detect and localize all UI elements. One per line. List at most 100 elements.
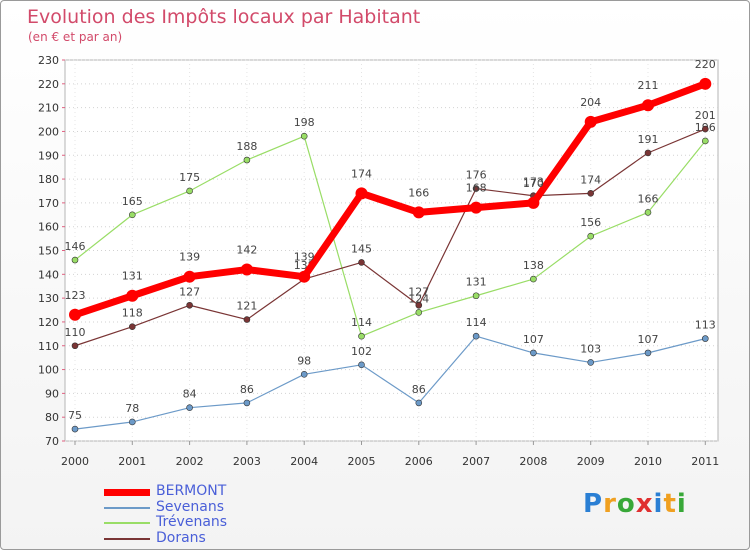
data-label: 188 — [236, 140, 257, 153]
data-point — [412, 206, 425, 219]
y-tick-label: 120 — [38, 316, 59, 329]
data-label: 138 — [523, 259, 544, 272]
y-tick-label: 130 — [38, 292, 59, 305]
data-label: 131 — [122, 270, 143, 283]
y-tick-label: 140 — [38, 268, 59, 281]
data-point — [300, 371, 308, 378]
legend-swatch — [104, 537, 150, 540]
data-label: 107 — [638, 333, 659, 346]
logo-letter: i — [676, 489, 687, 519]
data-label: 86 — [240, 383, 254, 396]
data-label: 174 — [580, 173, 601, 186]
data-point — [183, 270, 196, 283]
data-label: 118 — [122, 307, 143, 320]
data-point — [530, 349, 537, 357]
data-point — [642, 99, 654, 112]
x-tick-label: 2000 — [61, 455, 89, 468]
x-tick-label: 2011 — [691, 455, 719, 468]
data-point — [240, 263, 253, 276]
y-tick-label: 80 — [45, 411, 59, 424]
series-bermont: 123 131 139 142 139 174 166 168 170 204 211 220 — [65, 58, 716, 321]
x-tick-label: 2004 — [290, 455, 318, 468]
data-label: 166 — [408, 186, 429, 199]
series-line — [73, 80, 707, 319]
data-point — [129, 418, 136, 426]
data-label: 220 — [695, 58, 716, 71]
x-tick-label: 2002 — [176, 455, 204, 468]
legend-label: Sevenans — [156, 498, 225, 515]
data-point — [243, 399, 251, 407]
data-label: 113 — [695, 319, 716, 332]
data-point — [71, 425, 79, 433]
legend-label: Trévenans — [156, 514, 228, 530]
x-tick-label: 2003 — [233, 455, 261, 468]
data-point — [472, 292, 480, 300]
x-axis: 2000 2001 2002 2003 2004 2005 2006 2007 2008 2009… — [61, 60, 719, 468]
data-point — [415, 301, 423, 309]
data-label: 114 — [351, 316, 372, 329]
data-point — [186, 301, 193, 309]
logo-letter: x — [635, 489, 654, 519]
data-label: 114 — [466, 316, 487, 329]
data-label: 121 — [236, 300, 257, 313]
data-label: 201 — [695, 109, 716, 122]
data-point — [358, 259, 365, 266]
y-tick-label: 90 — [45, 387, 59, 400]
data-label: 198 — [294, 116, 315, 129]
data-point — [644, 149, 652, 157]
data-label: 84 — [183, 388, 197, 401]
data-label: 156 — [580, 216, 601, 229]
data-point — [415, 399, 423, 407]
y-tick-label: 200 — [38, 125, 59, 138]
data-point — [587, 359, 595, 366]
data-point — [71, 342, 79, 350]
legend-swatch — [104, 488, 150, 496]
data-point — [701, 335, 709, 342]
logo-letter: o — [616, 489, 636, 519]
legend-swatch — [104, 506, 150, 509]
y-tick-label: 160 — [38, 221, 59, 234]
chart-subtitle: (en € et par an) — [28, 30, 123, 44]
logo-letter: t — [663, 489, 677, 519]
data-point — [584, 115, 597, 128]
data-point — [358, 332, 365, 340]
data-label: 204 — [580, 96, 601, 109]
data-point — [186, 404, 193, 411]
data-point — [527, 196, 540, 209]
series-dorans: 110 118 127 121 138 145 127 176 173 174 191 201 — [65, 109, 716, 350]
data-point — [470, 201, 483, 214]
logo-letter: r — [603, 489, 617, 519]
y-tick-label: 180 — [38, 173, 59, 186]
data-label: 107 — [523, 333, 544, 346]
data-label: 98 — [297, 354, 311, 367]
x-tick-label: 2006 — [405, 455, 433, 468]
series-trvenans: 146165175188198114124131138156166196 — [65, 116, 716, 340]
data-point — [69, 308, 81, 321]
series-line — [74, 135, 706, 337]
series-line — [74, 128, 706, 347]
y-tick-label: 230 — [38, 54, 59, 67]
data-point — [587, 232, 595, 240]
data-point — [358, 361, 365, 369]
y-axis: 70 80 90 100 110 120 130 140 150 160 170 180 190 200 2… — [38, 54, 718, 448]
data-point — [186, 187, 193, 195]
y-tick-label: 110 — [38, 340, 59, 353]
data-point — [298, 270, 311, 283]
data-point — [699, 77, 712, 90]
x-tick-label: 2007 — [462, 455, 490, 468]
x-tick-label: 2010 — [634, 455, 662, 468]
data-point — [300, 132, 308, 140]
data-label: 176 — [466, 169, 487, 182]
plot-area — [64, 59, 719, 442]
data-point — [587, 190, 595, 197]
x-tick-label: 2008 — [519, 455, 547, 468]
data-point — [243, 316, 251, 323]
x-tick-label: 2009 — [577, 455, 605, 468]
series-line — [74, 335, 706, 430]
data-label: 211 — [638, 79, 659, 92]
data-point — [644, 209, 652, 216]
y-tick-label: 100 — [38, 364, 59, 377]
data-label: 139 — [179, 251, 200, 264]
proxiti-logo: Proxiti — [583, 489, 687, 519]
data-label: 165 — [122, 195, 143, 208]
